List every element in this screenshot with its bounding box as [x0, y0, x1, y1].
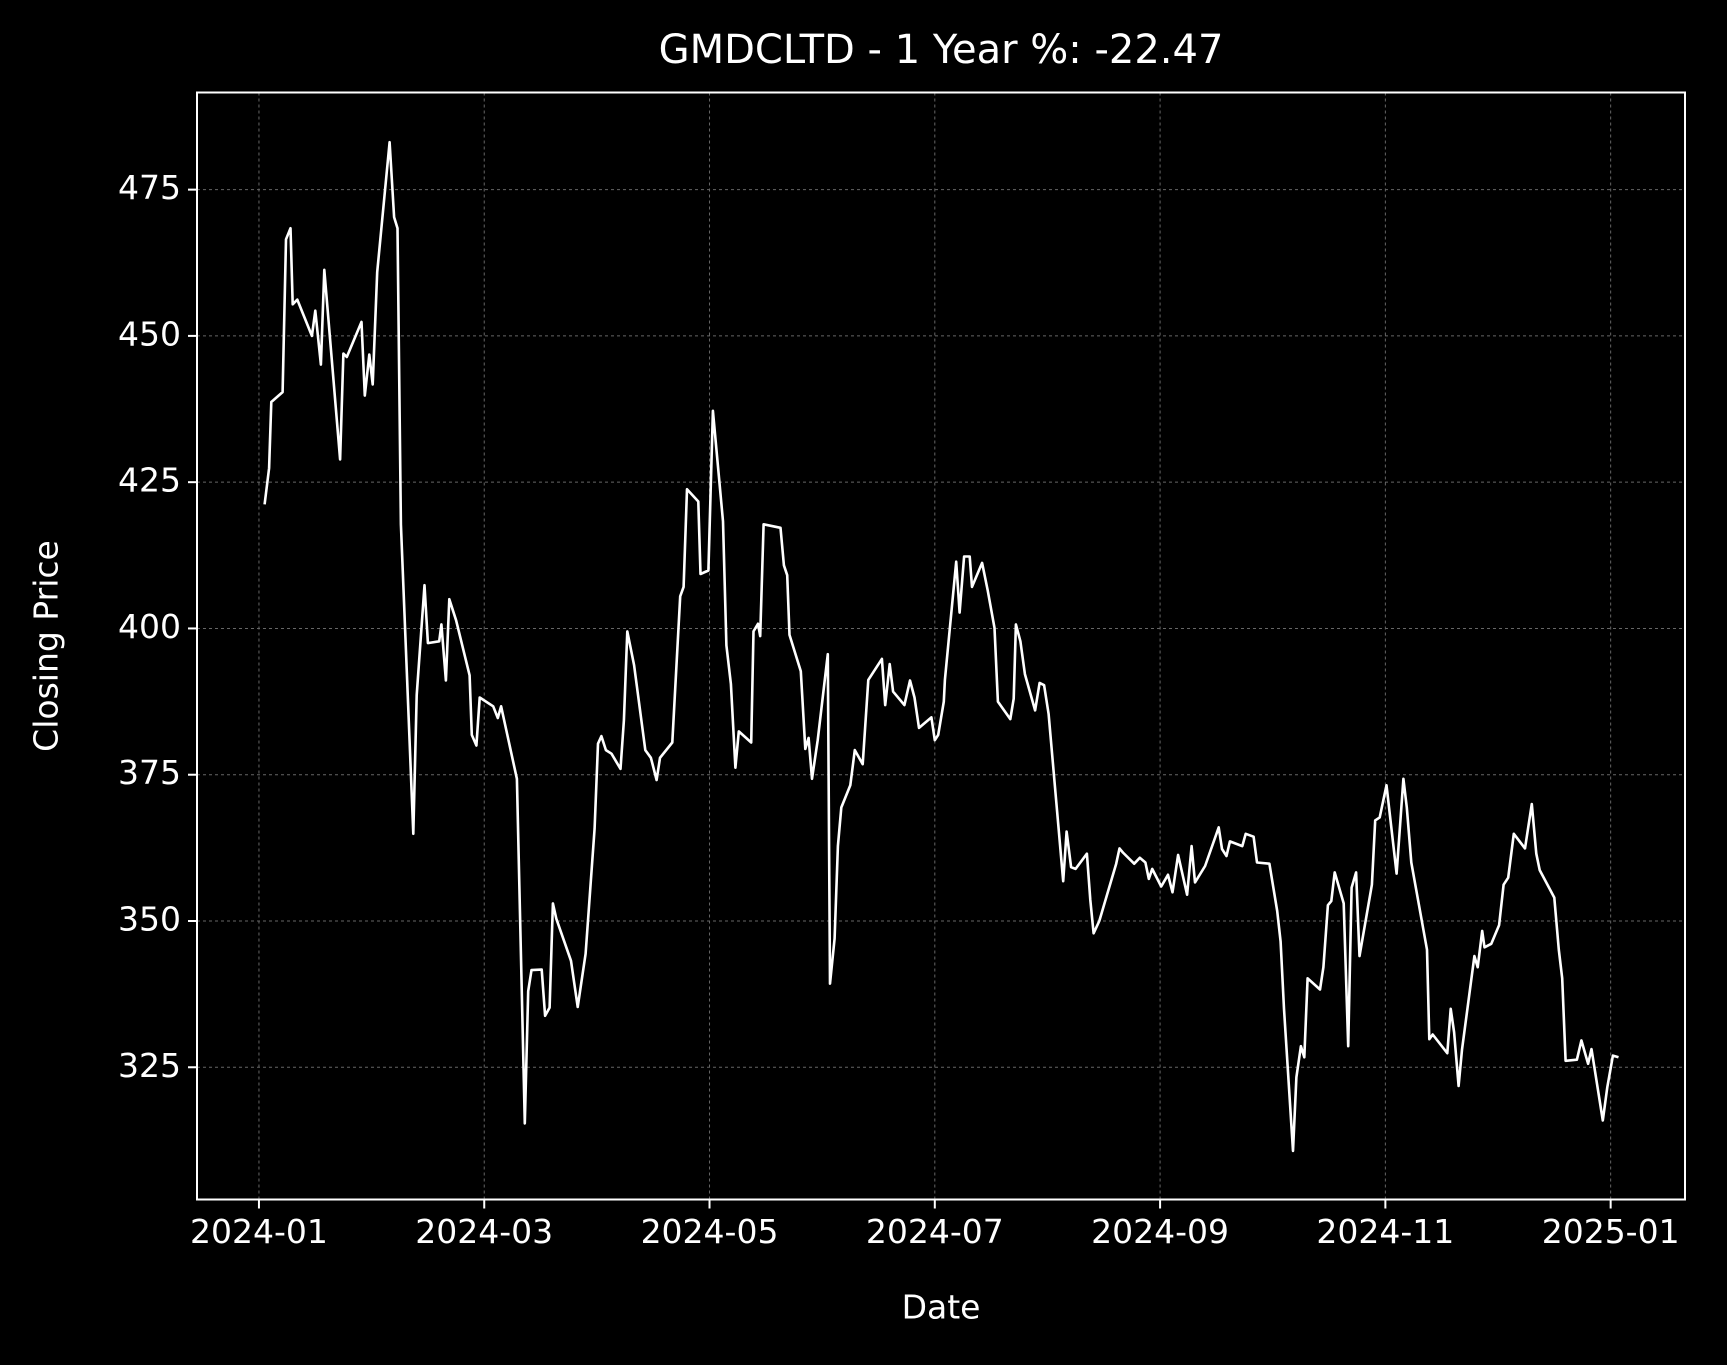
y-tick-label: 425 — [118, 461, 181, 500]
x-tick-label: 2024-03 — [415, 1212, 553, 1251]
x-tick-label: 2024-09 — [1091, 1212, 1229, 1251]
chart-title: GMDCLTD - 1 Year %: -22.47 — [659, 27, 1224, 73]
y-tick-label: 400 — [118, 607, 181, 646]
y-tick-label: 475 — [118, 168, 181, 207]
y-tick-label: 375 — [118, 753, 181, 792]
x-tick-label: 2024-11 — [1316, 1212, 1454, 1251]
price-line — [263, 140, 1619, 1153]
x-tick-label: 2024-05 — [641, 1212, 779, 1251]
y-axis-label: Closing Price — [27, 540, 66, 752]
x-tick-label: 2024-07 — [866, 1212, 1004, 1251]
x-tick-label: 2024-01 — [190, 1212, 328, 1251]
y-tick-label: 325 — [118, 1046, 181, 1085]
y-tick-label: 450 — [118, 314, 181, 353]
x-axis-label: Date — [902, 1288, 981, 1327]
x-tick-label: 2025-01 — [1542, 1212, 1680, 1251]
y-tick-label: 350 — [118, 899, 181, 938]
plot-frame — [196, 91, 1686, 1201]
